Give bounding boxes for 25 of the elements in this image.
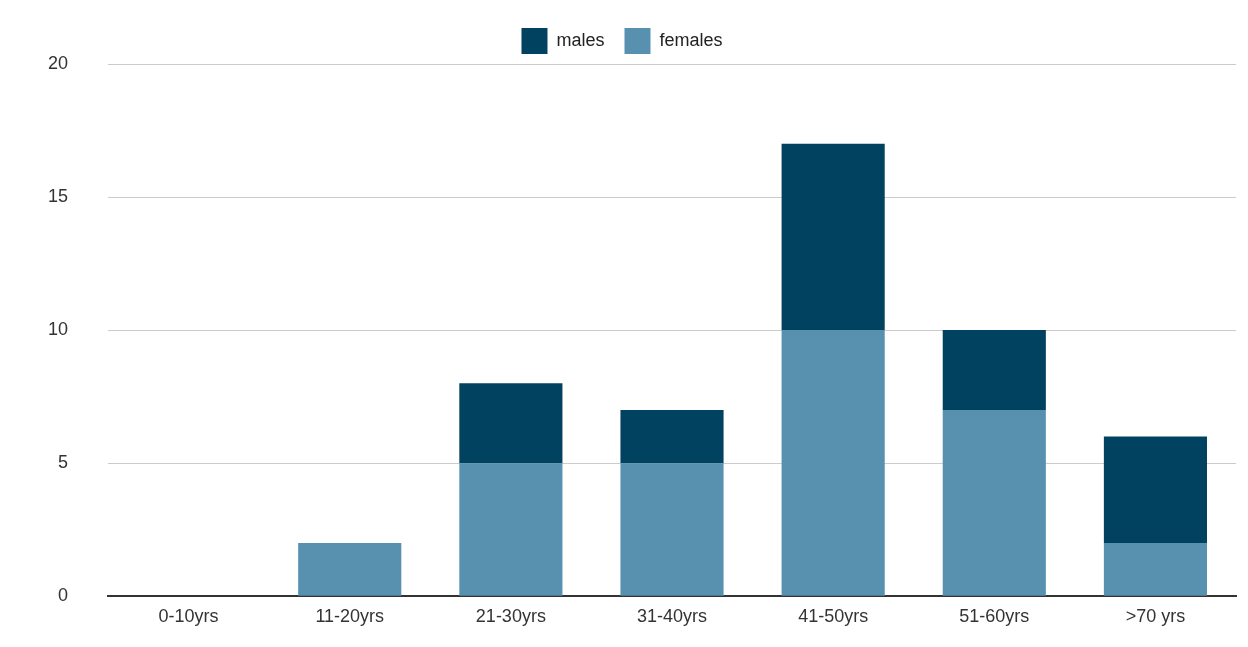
x-tick-label: 41-50yrs xyxy=(798,605,869,626)
x-tick-label: 0-10yrs xyxy=(158,605,219,626)
legend-label: females xyxy=(659,29,723,50)
bar xyxy=(942,330,1046,410)
x-tick-label: 11-20yrs xyxy=(315,605,385,626)
bar xyxy=(781,330,885,596)
x-tick-label: 51-60yrs xyxy=(959,605,1030,626)
bar xyxy=(620,409,724,464)
bar xyxy=(459,463,563,596)
bar xyxy=(942,409,1046,596)
y-tick-label: 15 xyxy=(47,186,69,207)
y-tick-label: 5 xyxy=(58,452,69,473)
bar xyxy=(781,143,885,331)
x-tick-label: 21-30yrs xyxy=(475,605,546,626)
y-tick-label: 20 xyxy=(47,52,69,73)
legend-label: males xyxy=(556,29,605,50)
y-tick-label: 10 xyxy=(47,319,69,340)
bar xyxy=(298,542,402,596)
y-tick-label: 0 xyxy=(58,585,69,606)
bar xyxy=(1103,436,1207,543)
x-tick-label: 31-40yrs xyxy=(637,605,708,626)
x-tick-label: >70 yrs xyxy=(1125,605,1186,626)
bar xyxy=(459,383,563,464)
bar xyxy=(620,463,724,596)
bar xyxy=(1103,542,1207,596)
